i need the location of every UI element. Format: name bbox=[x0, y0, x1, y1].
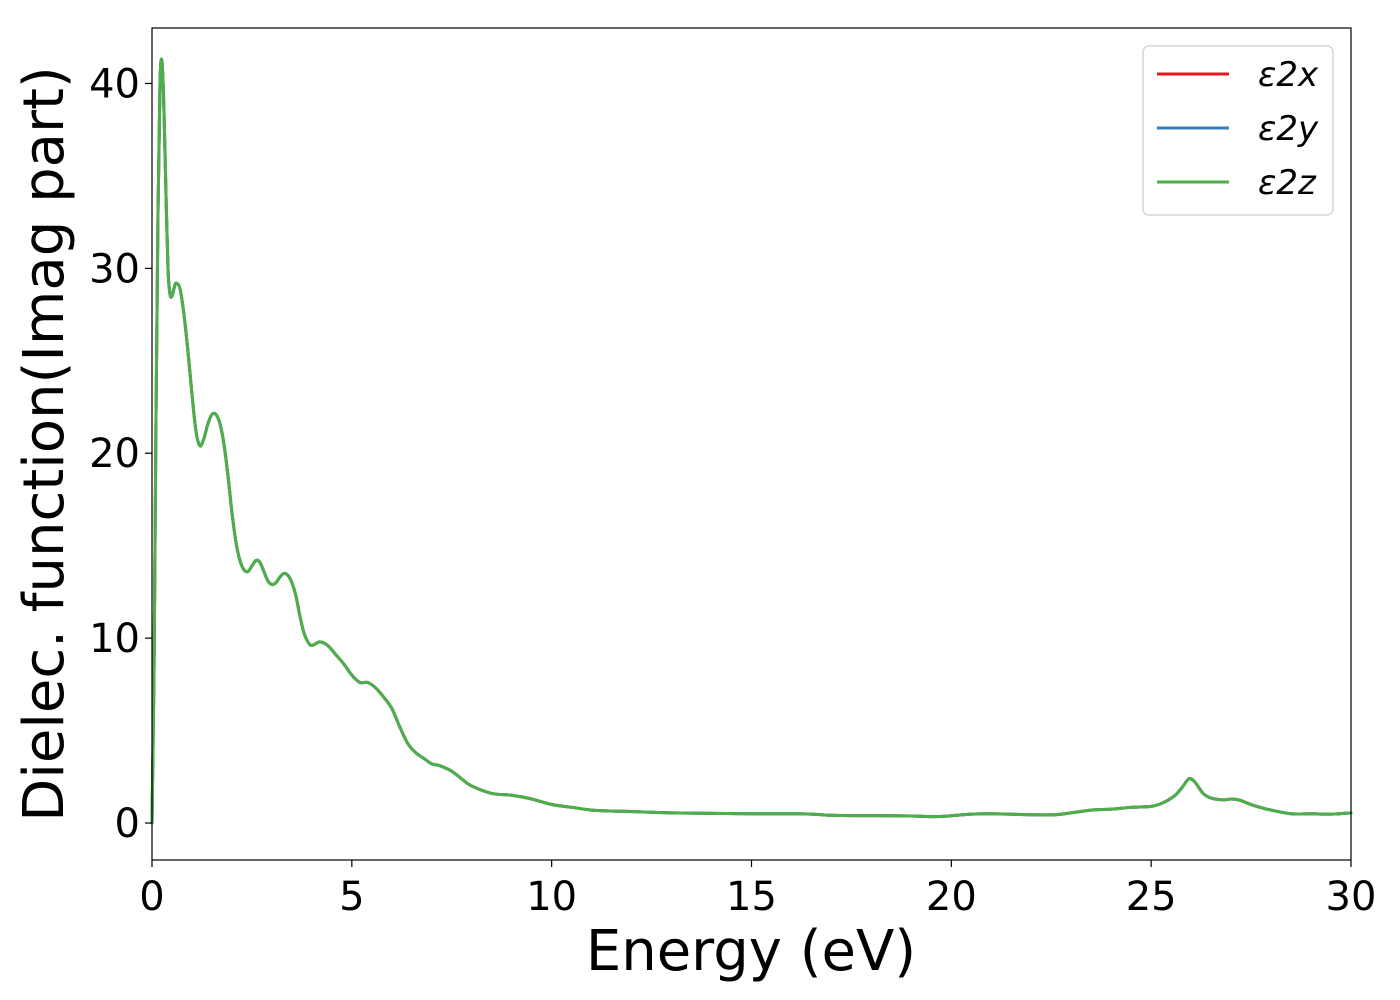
x-tick-label: 15 bbox=[726, 874, 777, 920]
legend-label-2: ε2y bbox=[1258, 109, 1319, 149]
y-axis-title: Dielec. function(Imag part) bbox=[12, 66, 77, 822]
x-axis-ticks: 0 5 10 15 20 25 30 bbox=[139, 860, 1376, 920]
legend-box bbox=[1142, 45, 1334, 216]
series-line-3 bbox=[150, 57, 1353, 825]
series-layer bbox=[150, 57, 1353, 825]
y-tick-label: 20 bbox=[89, 431, 140, 477]
y-axis-ticks: 0 10 20 30 40 bbox=[89, 61, 152, 847]
x-tick-label: 0 bbox=[139, 874, 164, 920]
legend-label-3: ε2z bbox=[1258, 163, 1317, 203]
y-tick-label: 10 bbox=[89, 616, 140, 662]
y-tick-label: 0 bbox=[115, 801, 140, 847]
y-tick-label: 40 bbox=[89, 61, 140, 107]
x-tick-label: 25 bbox=[1126, 874, 1177, 920]
x-tick-label: 10 bbox=[526, 874, 577, 920]
legend: ε2x ε2y ε2z bbox=[1142, 45, 1334, 216]
x-tick-label: 5 bbox=[339, 874, 364, 920]
legend-label-1: ε2x bbox=[1258, 55, 1319, 95]
y-tick-label: 30 bbox=[89, 246, 140, 292]
x-tick-label: 30 bbox=[1326, 874, 1377, 920]
x-tick-label: 20 bbox=[926, 874, 977, 920]
x-axis-title: Energy (eV) bbox=[586, 919, 916, 984]
